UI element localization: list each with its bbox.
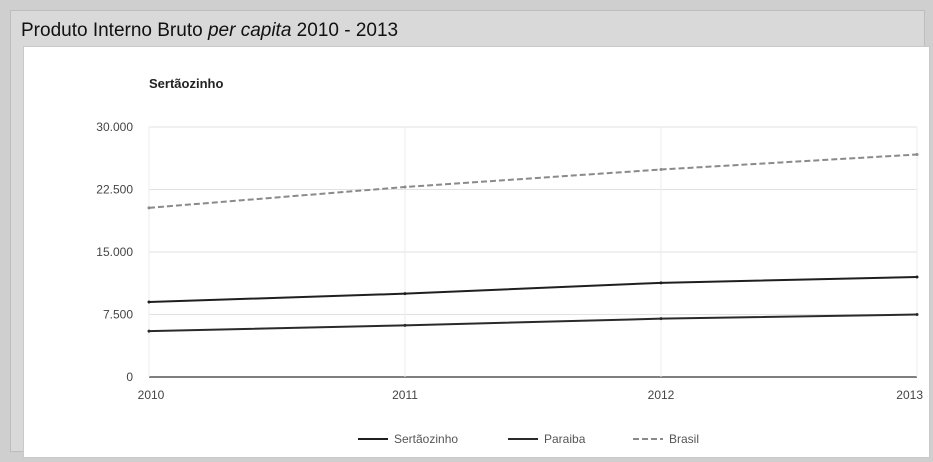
data-point [659, 281, 663, 285]
chart-area: Sertãozinho 0 7.500 15.000 22.500 30.000 201… [23, 46, 930, 458]
data-point [147, 300, 151, 304]
line-chart: Sertãozinho 0 7.500 15.000 22.500 30.000 201… [96, 76, 924, 446]
data-point [147, 329, 151, 333]
panel-title-emphasis: per capita [207, 20, 292, 41]
x-axis-tick-labels: 2010 2011 2012 2013 [138, 388, 924, 402]
panel-title: Produto Interno Bruto per capita 2010 - … [21, 20, 398, 42]
chart-series [147, 153, 919, 333]
data-point [915, 313, 919, 316]
data-point [403, 323, 407, 327]
y-axis-tick-labels: 0 7.500 15.000 22.500 30.000 [96, 120, 133, 384]
panel-title-tail: 2010 - 2013 [291, 20, 399, 41]
data-point [659, 317, 663, 321]
data-point [659, 168, 663, 171]
data-point [403, 292, 407, 296]
data-point [147, 206, 151, 210]
series-line [148, 313, 918, 333]
panel-title-main: Produto Interno Bruto [21, 20, 208, 41]
y-tick-label: 22.500 [96, 183, 133, 197]
series-line [148, 276, 918, 303]
data-point [403, 185, 407, 189]
x-tick-label: 2012 [648, 388, 675, 402]
chart-legend: Sertãozinho Paraiba Brasil [358, 432, 699, 446]
y-tick-label: 0 [126, 370, 133, 384]
legend-label: Paraiba [544, 432, 586, 446]
x-tick-label: 2010 [138, 388, 165, 402]
chart-panel: Produto Interno Bruto per capita 2010 - … [10, 10, 930, 458]
series-line [148, 153, 918, 209]
chart-title: Sertãozinho [149, 76, 223, 91]
chart-grid [148, 126, 918, 378]
y-tick-label: 15.000 [96, 245, 133, 259]
data-point [915, 275, 919, 279]
legend-label: Sertãozinho [394, 432, 458, 446]
y-tick-label: 30.000 [96, 120, 133, 134]
data-point [915, 153, 919, 156]
x-tick-label: 2013 [896, 388, 923, 402]
x-tick-label: 2011 [392, 388, 418, 402]
legend-label: Brasil [669, 432, 699, 446]
y-tick-label: 7.500 [103, 308, 133, 322]
